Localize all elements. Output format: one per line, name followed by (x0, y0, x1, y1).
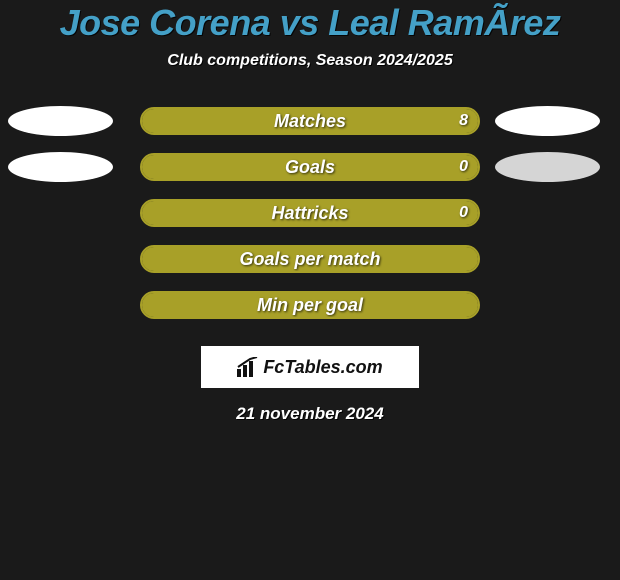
stat-label: Goals (142, 157, 478, 178)
stat-label: Hattricks (142, 203, 478, 224)
stat-row: Matches8 (0, 98, 620, 144)
stat-label: Matches (142, 111, 478, 132)
logo-text: FcTables.com (263, 357, 382, 378)
stat-label: Min per goal (142, 295, 478, 316)
stat-value-right: 8 (459, 112, 468, 130)
stat-row: Hattricks0 (0, 190, 620, 236)
stat-bar: Matches8 (140, 107, 480, 135)
comparison-infographic: Jose Corena vs Leal RamÃ­rez Club compet… (0, 0, 620, 424)
logo-box: FcTables.com (201, 346, 419, 388)
stat-row: Goals per match (0, 236, 620, 282)
stat-value-right: 0 (459, 204, 468, 222)
stat-row: Goals0 (0, 144, 620, 190)
bar-chart-icon (237, 357, 259, 377)
stat-bar: Hattricks0 (140, 199, 480, 227)
stat-row: Min per goal (0, 282, 620, 328)
player-left-marker (8, 152, 113, 182)
stat-label: Goals per match (142, 249, 478, 270)
fctables-logo: FcTables.com (237, 357, 382, 378)
stat-bar: Min per goal (140, 291, 480, 319)
player-left-marker (8, 106, 113, 136)
page-title: Jose Corena vs Leal RamÃ­rez (0, 2, 620, 44)
stat-bar: Goals per match (140, 245, 480, 273)
player-right-marker (495, 152, 600, 182)
stat-value-right: 0 (459, 158, 468, 176)
player-right-marker (495, 106, 600, 136)
date-label: 21 november 2024 (0, 404, 620, 424)
subtitle: Club competitions, Season 2024/2025 (0, 52, 620, 70)
stat-rows: Matches8Goals0Hattricks0Goals per matchM… (0, 98, 620, 328)
stat-bar: Goals0 (140, 153, 480, 181)
